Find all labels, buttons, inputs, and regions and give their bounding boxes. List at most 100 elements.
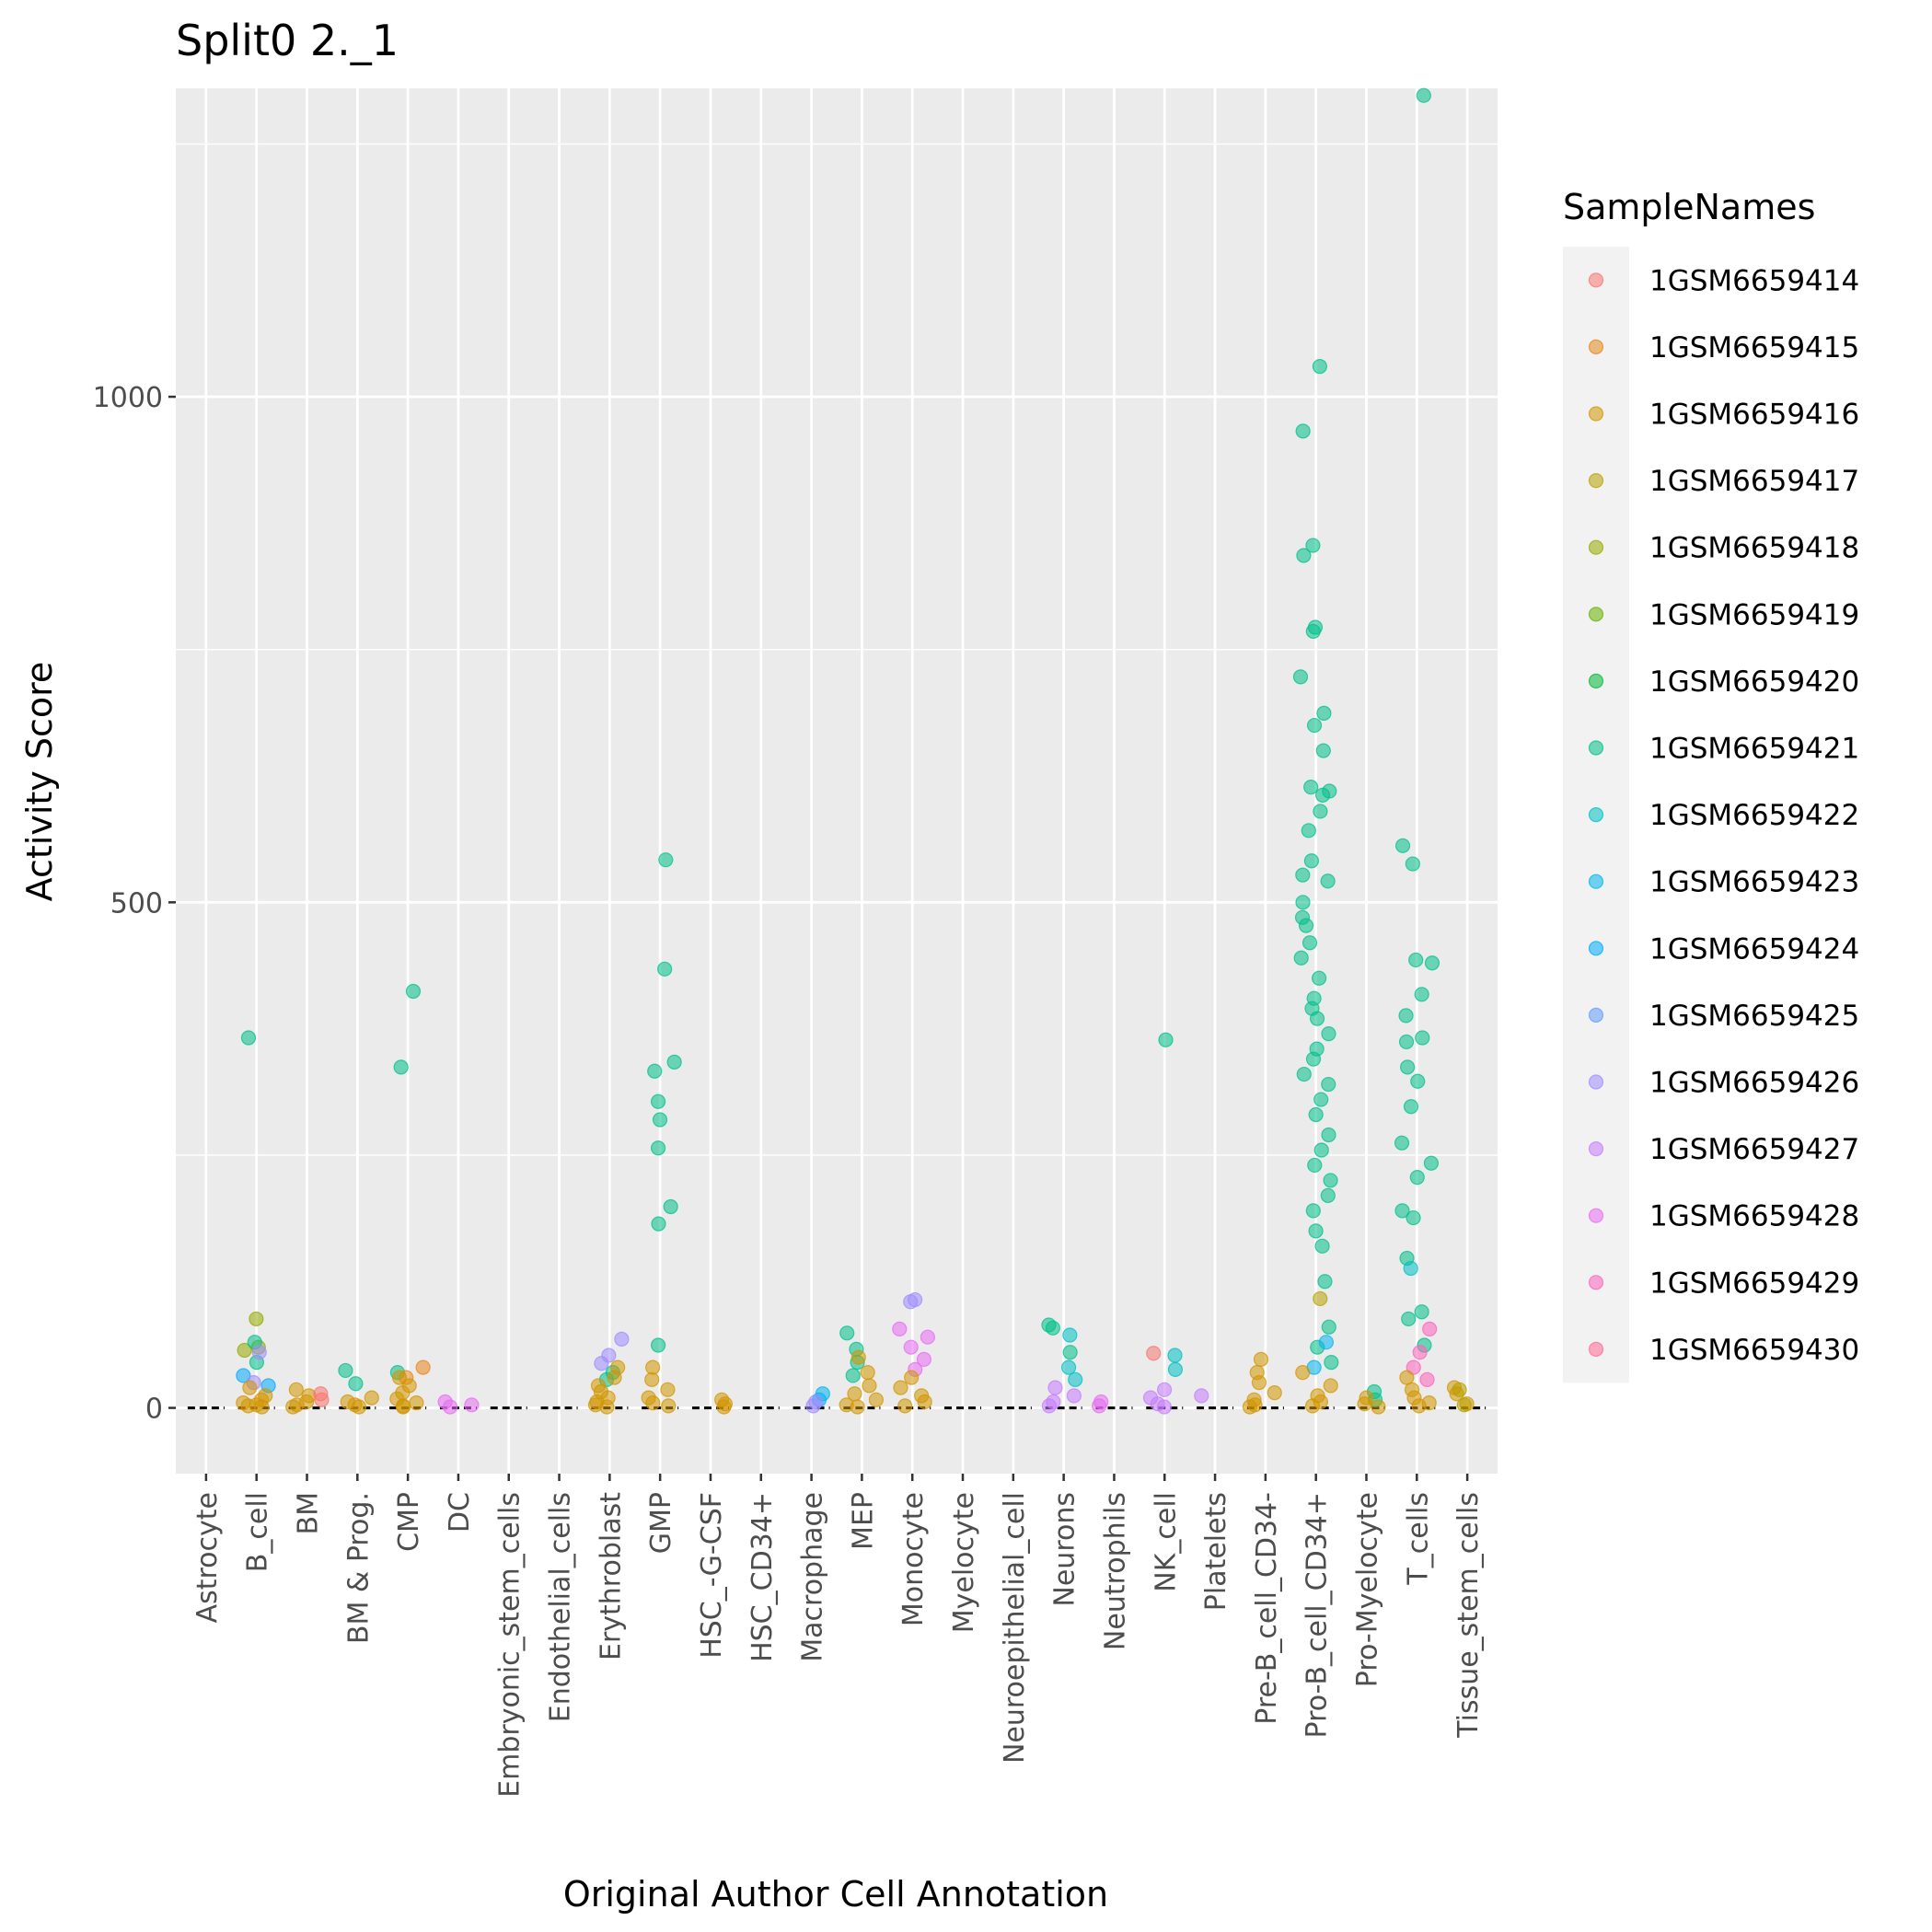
x-tick-label: Pro-Myelocyte — [1351, 1492, 1383, 1687]
legend-label: 1GSM6659422 — [1649, 799, 1859, 832]
data-point — [1251, 1375, 1267, 1391]
x-tick-label: NK_cell — [1150, 1492, 1182, 1592]
legend-label: 1GSM6659428 — [1649, 1200, 1859, 1233]
data-point — [1304, 1398, 1321, 1414]
data-point — [1167, 1348, 1183, 1363]
data-point — [395, 1399, 411, 1415]
data-point — [254, 1399, 270, 1415]
data-point — [1317, 1274, 1333, 1290]
legend-label: 1GSM6659423 — [1649, 866, 1859, 899]
legend-key — [1588, 806, 1604, 823]
data-point — [860, 1365, 875, 1381]
data-point — [845, 1368, 861, 1383]
data-point — [903, 1339, 919, 1355]
x-tick-label: T_cells — [1402, 1492, 1434, 1586]
data-point — [892, 1321, 908, 1337]
data-point — [1305, 1051, 1322, 1067]
data-point — [1295, 895, 1311, 910]
data-point — [893, 1380, 908, 1395]
legend-key — [1588, 472, 1604, 489]
data-point — [1400, 1059, 1416, 1075]
data-point — [1060, 1359, 1077, 1375]
data-point — [1371, 1399, 1386, 1415]
data-point — [1295, 1365, 1311, 1381]
data-point — [285, 1399, 301, 1415]
data-point — [1305, 1203, 1321, 1219]
x-tick-label: Neuroepithelial_cell — [999, 1492, 1031, 1764]
data-point — [1403, 1260, 1418, 1277]
x-tick-label: Myelocyte — [948, 1492, 980, 1633]
data-point — [839, 1325, 855, 1341]
legend-key — [1588, 673, 1604, 689]
data-point — [1146, 1346, 1162, 1361]
data-point — [657, 961, 673, 977]
data-point — [240, 1030, 257, 1046]
legend-label: 1GSM6659418 — [1649, 532, 1859, 565]
data-point — [1414, 987, 1429, 1002]
data-point — [1305, 623, 1321, 640]
data-point — [1398, 1008, 1414, 1024]
legend-label: 1GSM6659426 — [1649, 1067, 1859, 1100]
data-point — [1313, 1092, 1329, 1107]
data-point — [1047, 1380, 1063, 1395]
data-point — [464, 1397, 480, 1413]
data-point — [237, 1342, 252, 1359]
legend-label: 1GSM6659425 — [1649, 1000, 1859, 1033]
data-point — [1301, 935, 1318, 951]
data-point — [1321, 1026, 1336, 1042]
data-point — [850, 1399, 865, 1415]
data-point — [1401, 1311, 1417, 1327]
legend-key — [1588, 1341, 1604, 1358]
data-point — [920, 1329, 935, 1345]
data-point — [236, 1368, 251, 1383]
data-point — [1323, 1173, 1338, 1188]
data-point — [1312, 358, 1328, 375]
data-point — [1041, 1398, 1058, 1414]
x-tick-label: CMP — [393, 1492, 425, 1552]
legend-key — [1588, 406, 1604, 422]
data-point — [1158, 1032, 1174, 1047]
legend-label: 1GSM6659419 — [1649, 598, 1859, 631]
data-point — [903, 1294, 919, 1310]
data-point — [1301, 823, 1316, 839]
legend-title: SampleNames — [1563, 187, 1815, 227]
legend-label: 1GSM6659424 — [1649, 932, 1859, 966]
y-axis-title: Activity Score — [19, 662, 60, 902]
x-tick-label: Tissue_stem_cells — [1452, 1492, 1485, 1739]
data-point — [1452, 1382, 1467, 1397]
data-point — [288, 1382, 304, 1397]
legend-key — [1588, 272, 1604, 288]
data-point — [1156, 1382, 1173, 1397]
data-point — [1313, 804, 1328, 819]
data-point — [1419, 1371, 1435, 1387]
x-tick-label: HSC_-G-CSF — [696, 1492, 728, 1659]
data-point — [1305, 538, 1321, 553]
data-point — [1062, 1345, 1078, 1360]
data-point — [1308, 1223, 1324, 1239]
data-point — [314, 1392, 330, 1407]
data-point — [1295, 867, 1311, 883]
data-point — [1293, 950, 1309, 966]
data-point — [862, 1378, 877, 1394]
data-point — [850, 1349, 866, 1365]
legend-label: 1GSM6659420 — [1649, 665, 1859, 699]
data-point — [647, 1063, 663, 1079]
data-point — [1292, 669, 1309, 685]
data-point — [1357, 1396, 1372, 1412]
data-point — [1410, 1073, 1426, 1089]
data-point — [1045, 1320, 1060, 1336]
data-point — [1321, 1319, 1336, 1335]
data-point — [614, 1331, 630, 1347]
x-tick-label: Monocyte — [897, 1492, 930, 1626]
data-point — [1242, 1399, 1258, 1415]
legend-key — [1588, 873, 1604, 889]
data-point — [240, 1398, 256, 1414]
data-point — [1320, 873, 1336, 889]
x-tick-label: Erythroblast — [595, 1492, 627, 1660]
legend-label: 1GSM6659427 — [1649, 1133, 1859, 1166]
data-point — [249, 1311, 264, 1327]
data-point — [1398, 1034, 1415, 1050]
data-point — [1321, 1076, 1336, 1093]
data-point — [1412, 1345, 1428, 1360]
data-point — [1313, 1142, 1329, 1158]
